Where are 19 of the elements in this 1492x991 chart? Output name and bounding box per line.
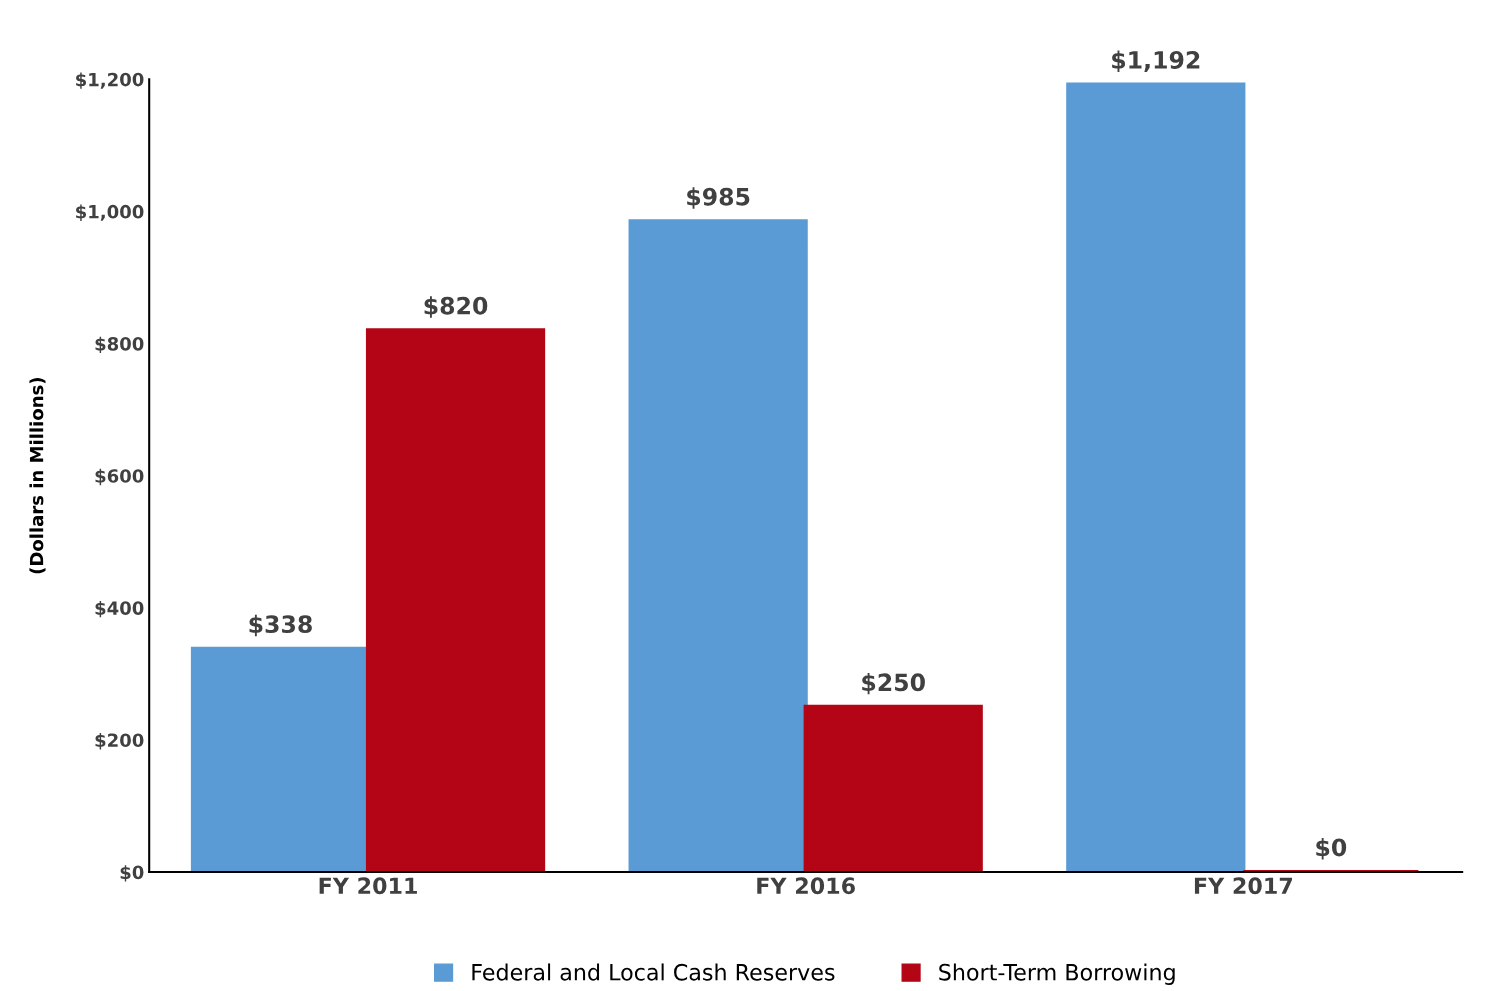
data-label: $250 [862,672,925,695]
legend-label: Federal and Local Cash Reserves [472,963,835,981]
x-tick-label: FY 2016 [757,877,855,895]
data-label: $0 [1316,838,1347,860]
y-tick-label: $0 [120,865,144,882]
legend-label: Short-Term Borrowing [939,963,1175,985]
y-tick-label: $1,000 [76,204,144,221]
y-tick-label: $400 [95,600,144,618]
x-tick-label: FY 2011 [319,877,417,895]
y-axis-title: (Dollars in Millions) [29,378,46,574]
data-label: $338 [249,614,312,637]
y-tick-label: $200 [95,733,144,750]
data-label: $985 [687,187,750,209]
x-tick-label: FY 2017 [1194,877,1292,895]
data-label: $1,192 [1112,50,1200,73]
data-label: $820 [424,296,488,318]
y-tick-label: $800 [95,336,144,354]
y-tick-label: $600 [95,468,144,486]
y-tick-label: $1,200 [76,72,144,89]
